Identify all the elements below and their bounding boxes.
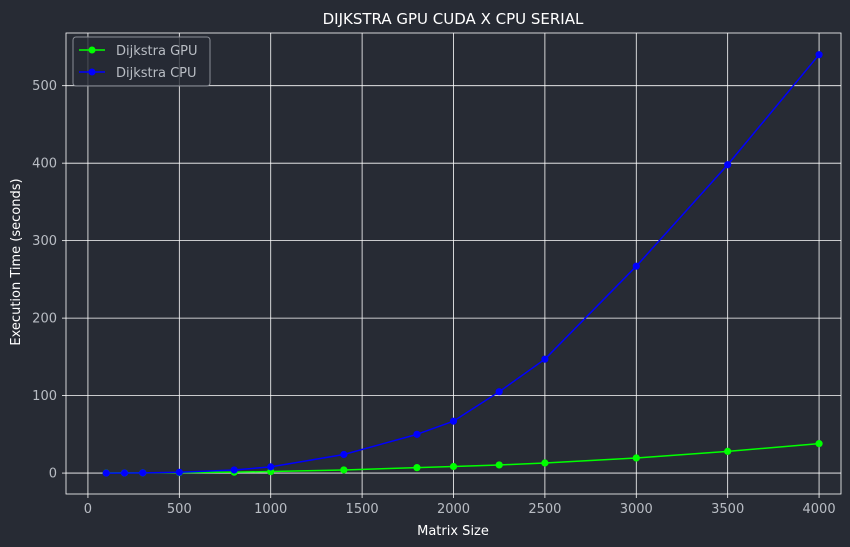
x-tick-label: 2500	[528, 502, 561, 517]
chart-title: DIJKSTRA GPU CUDA X CPU SERIAL	[323, 10, 584, 28]
data-point-dijkstra-gpu	[541, 459, 548, 466]
x-tick-label: 3000	[620, 502, 653, 517]
legend-marker-cpu	[89, 69, 96, 76]
data-point-dijkstra-cpu	[541, 356, 548, 363]
legend-label-gpu: Dijkstra GPU	[116, 44, 198, 59]
y-tick-label: 300	[32, 234, 57, 249]
data-point-dijkstra-gpu	[496, 461, 503, 468]
data-point-dijkstra-cpu	[815, 51, 822, 58]
data-point-dijkstra-cpu	[176, 469, 183, 476]
y-tick-label: 200	[32, 312, 57, 327]
data-point-dijkstra-cpu	[121, 469, 128, 476]
x-tick-label: 500	[167, 502, 192, 517]
x-axis-label: Matrix Size	[417, 524, 489, 539]
data-point-dijkstra-cpu	[103, 469, 110, 476]
data-point-dijkstra-cpu	[413, 431, 420, 438]
x-tick-label: 1000	[254, 502, 287, 517]
data-point-dijkstra-gpu	[340, 466, 347, 473]
y-tick-label: 500	[32, 79, 57, 94]
x-tick-label: 1500	[346, 502, 379, 517]
legend: Dijkstra GPU Dijkstra CPU	[73, 37, 210, 86]
data-point-dijkstra-cpu	[724, 161, 731, 168]
data-point-dijkstra-gpu	[724, 448, 731, 455]
data-point-dijkstra-cpu	[633, 263, 640, 270]
x-tick-label: 2000	[437, 502, 470, 517]
data-point-dijkstra-cpu	[496, 388, 503, 395]
x-tick-label: 3500	[711, 502, 744, 517]
data-point-dijkstra-cpu	[139, 469, 146, 476]
data-point-dijkstra-cpu	[267, 463, 274, 470]
x-tick-label: 0	[84, 502, 92, 517]
data-point-dijkstra-gpu	[815, 440, 822, 447]
data-point-dijkstra-cpu	[340, 451, 347, 458]
legend-marker-gpu	[89, 47, 96, 54]
y-tick-label: 100	[32, 389, 57, 404]
data-point-dijkstra-cpu	[450, 418, 457, 425]
y-tick-label: 400	[32, 157, 57, 172]
data-point-dijkstra-gpu	[413, 464, 420, 471]
data-point-dijkstra-gpu	[633, 454, 640, 461]
y-axis-label: Execution Time (seconds)	[9, 178, 24, 345]
x-tick-label: 4000	[803, 502, 836, 517]
data-point-dijkstra-cpu	[231, 466, 238, 473]
legend-label-cpu: Dijkstra CPU	[116, 66, 197, 81]
y-tick-label: 0	[49, 467, 57, 482]
data-point-dijkstra-gpu	[450, 463, 457, 470]
